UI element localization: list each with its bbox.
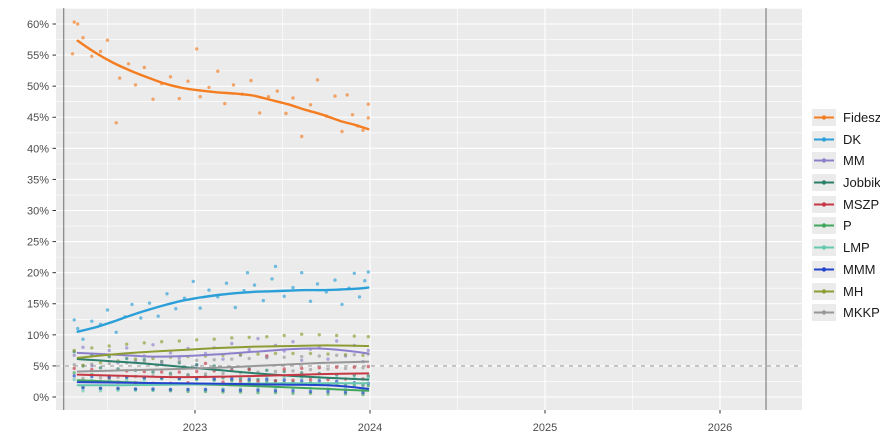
svg-text:2025: 2025: [533, 422, 557, 434]
legend-key-swatch-mm: [812, 152, 836, 170]
trend-line-fidesz: [76, 39, 370, 131]
legend-key-swatch-mh: [812, 282, 836, 300]
svg-text:50%: 50%: [27, 81, 49, 93]
svg-text:2026: 2026: [708, 422, 732, 434]
trend-line-dk: [76, 286, 370, 333]
legend-label-mh: MH: [843, 283, 864, 299]
minor-gridlines: [56, 8, 802, 410]
legend-key-swatch-mmm: [812, 260, 836, 278]
legend-key-swatch-dk: [812, 130, 836, 148]
scatter-fidesz: [70, 20, 370, 139]
legend-label-mm: MM: [843, 153, 865, 169]
svg-text:30%: 30%: [27, 205, 49, 217]
svg-text:55%: 55%: [27, 50, 49, 62]
x-axis-labels: 2023 2024 2025 2026: [183, 422, 732, 434]
legend-item-mszp: MSZP: [812, 195, 880, 213]
y-axis-labels: 0% 5% 10% 15% 20% 25% 30% 35% 40% 45% 50% 55% 60%: [27, 19, 49, 404]
axis-tick-marks: [52, 23, 721, 414]
legend-item-lmp: LMP: [812, 239, 880, 257]
trend-line-mmm: [76, 381, 370, 390]
legend-key-swatch-mkkp: [812, 304, 836, 322]
svg-text:45%: 45%: [27, 112, 49, 124]
legend-item-p: P: [812, 217, 880, 235]
svg-text:0%: 0%: [33, 392, 49, 404]
legend-item-mmm: MMM: [812, 260, 880, 278]
legend-key-swatch-fidesz: [812, 109, 836, 126]
svg-text:20%: 20%: [27, 268, 49, 280]
svg-text:60%: 60%: [27, 19, 49, 31]
legend-key-swatch-p: [812, 217, 836, 235]
trend-line-mm: [76, 347, 370, 358]
legend-label-fidesz: Fidesz: [843, 110, 880, 125]
legend-label-lmp: LMP: [843, 240, 870, 256]
legend-key-swatch-mszp: [812, 195, 836, 213]
trend-line-mszp: [76, 372, 370, 379]
plot-panel: [56, 8, 802, 410]
legend-label-mszp: MSZP: [843, 196, 880, 212]
legend-item-mm: MM: [812, 152, 880, 170]
legend-label-p: P: [843, 218, 852, 234]
svg-text:10%: 10%: [27, 330, 49, 342]
trend-line-jobbik: [76, 358, 370, 381]
legend-label-jobbik: Jobbik: [843, 175, 880, 191]
trend-line-mkkp: [76, 360, 370, 373]
legend-key-swatch-lmp: [812, 239, 836, 257]
trend-line-mh: [76, 344, 370, 359]
legend-item-mkkp: MKKP: [812, 304, 880, 322]
svg-text:5%: 5%: [33, 361, 49, 373]
chart-legend: Fidesz DK MM Jobbik MSZP P LMP MMM MH MKKP: [812, 109, 880, 322]
legend-item-fidesz: Fidesz: [812, 109, 880, 126]
legend-key-swatch-jobbik: [812, 174, 836, 192]
legend-item-dk: DK: [812, 130, 880, 148]
svg-text:2023: 2023: [183, 422, 207, 434]
svg-text:25%: 25%: [27, 237, 49, 249]
svg-text:2024: 2024: [358, 422, 382, 434]
svg-text:40%: 40%: [27, 143, 49, 155]
legend-label-mmm: MMM: [843, 261, 876, 277]
legend-item-mh: MH: [812, 282, 880, 300]
svg-text:15%: 15%: [27, 299, 49, 311]
legend-item-jobbik: Jobbik: [812, 174, 880, 192]
legend-label-mkkp: MKKP: [843, 305, 880, 321]
legend-label-dk: DK: [843, 131, 862, 147]
scatter-mkkp: [72, 352, 370, 380]
svg-text:35%: 35%: [27, 174, 49, 186]
